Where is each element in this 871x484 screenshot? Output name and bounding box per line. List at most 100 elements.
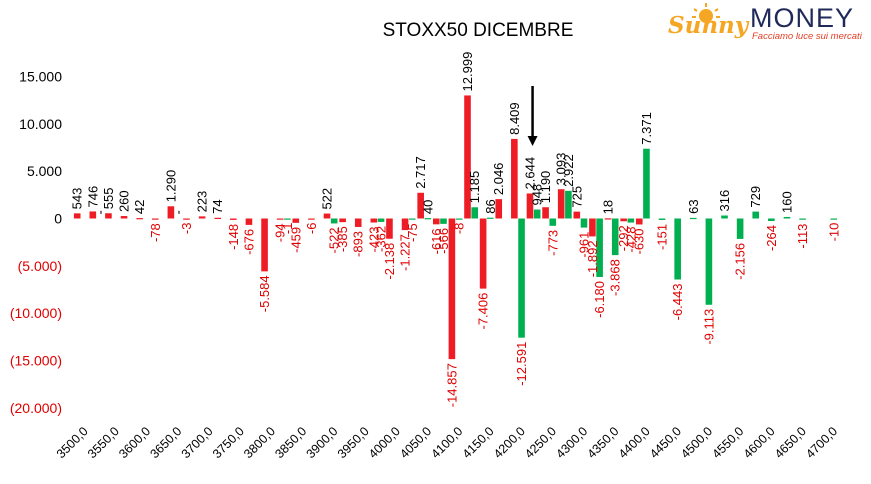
data-label: - <box>171 210 186 214</box>
data-label: 3.093 <box>554 153 569 186</box>
data-label: 42 <box>132 200 147 214</box>
data-label: -2.156 <box>733 243 748 280</box>
data-label: -1 <box>280 223 295 235</box>
x-tick-label: 3950,0 <box>335 424 372 461</box>
call-bar <box>417 192 424 219</box>
call-bar <box>542 207 549 219</box>
data-label: 522 <box>320 188 335 210</box>
data-label: -1.227 <box>398 234 413 271</box>
put-bar <box>643 148 650 219</box>
data-label: -113 <box>795 224 810 249</box>
data-label: 18 <box>601 200 616 214</box>
x-axis: 3500,03550,03600,03650,03700,03750,03800… <box>54 424 840 461</box>
y-axis: 15.000 10.000 5.000 0 (5.000) (10.000) (15.000… <box>10 69 62 416</box>
call-bar <box>292 218 300 223</box>
put-bar <box>487 217 494 219</box>
y-tick-label: (10.000) <box>10 305 62 321</box>
call-bar <box>73 213 81 219</box>
call-bar <box>620 218 627 222</box>
data-label: 260 <box>117 190 132 212</box>
call-bar <box>386 218 393 239</box>
data-label: -423 <box>366 227 381 253</box>
put-bar <box>658 218 666 220</box>
data-label: -94 <box>273 223 288 242</box>
x-tick-label: 4300,0 <box>553 424 590 461</box>
call-bar <box>276 218 284 220</box>
data-label: 729 <box>748 186 763 208</box>
logo-tagline: Facciamo luce sui mercati <box>752 31 863 42</box>
x-tick-label: 4050,0 <box>397 424 434 461</box>
call-bar <box>448 218 456 360</box>
sunny-money-logo: Sunny MONEY Facciamo luce sui mercati <box>668 3 863 42</box>
x-tick-label: 3600,0 <box>116 424 153 461</box>
put-bar <box>783 216 791 219</box>
data-label: 2.046 <box>491 163 506 196</box>
put-bar <box>596 218 603 278</box>
data-label: -264 <box>764 225 779 251</box>
call-bar <box>370 218 378 223</box>
put-bar <box>377 218 385 222</box>
call-bar <box>214 217 222 219</box>
call-bar <box>120 216 128 219</box>
call-bar <box>479 218 487 289</box>
x-tick-label: 4250,0 <box>522 424 559 461</box>
data-label: 223 <box>195 191 210 213</box>
data-label: -566 <box>436 228 451 254</box>
x-tick-label: 3900,0 <box>304 424 341 461</box>
put-bar <box>471 207 479 219</box>
data-label: -459 <box>288 227 303 253</box>
call-bar <box>432 218 440 225</box>
x-tick-label: 4400,0 <box>616 424 653 461</box>
put-bar <box>455 218 463 220</box>
x-tick-label: 3500,0 <box>54 424 91 461</box>
put-bar <box>408 218 416 220</box>
data-label: -9.113 <box>701 309 716 345</box>
data-label: 746 <box>85 186 100 208</box>
put-bar <box>674 218 681 280</box>
data-label: -78 <box>148 223 163 242</box>
x-tick-label: 3800,0 <box>241 424 278 461</box>
put-bar <box>736 218 744 239</box>
data-label: -151 <box>655 224 670 250</box>
put-bar <box>565 190 572 219</box>
call-bar <box>230 218 237 220</box>
data-label: -1.892 <box>585 240 600 277</box>
call-bar <box>401 218 409 231</box>
call-bar <box>245 218 253 225</box>
data-label: 1.185 <box>467 171 482 204</box>
call-bar <box>183 218 190 220</box>
call-bar <box>604 218 612 220</box>
data-label: 1.190 <box>538 171 553 204</box>
call-bar <box>464 95 471 219</box>
call-bar <box>557 189 565 219</box>
data-label: 2.717 <box>413 156 428 189</box>
y-tick-label: (15.000) <box>10 353 62 369</box>
put-bar <box>440 218 447 224</box>
price-arrow-annotation <box>527 86 538 146</box>
data-label: -676 <box>241 229 256 255</box>
data-label: -8 <box>452 223 467 235</box>
put-bar <box>799 218 806 220</box>
data-label: -75 <box>405 223 420 242</box>
data-label: 74 <box>210 199 225 213</box>
put-bar <box>330 218 338 224</box>
data-label: -6.180 <box>592 281 607 318</box>
call-bar <box>167 206 175 219</box>
x-tick-label: 4550,0 <box>710 424 747 461</box>
put-bar <box>721 215 728 219</box>
put-bar <box>752 211 760 219</box>
x-tick-label: 4600,0 <box>741 424 778 461</box>
call-bar <box>511 138 518 219</box>
data-label: -3 <box>179 223 194 235</box>
data-label: -630 <box>632 228 647 254</box>
data-label: -522 <box>327 227 342 253</box>
data-label: -12.591 <box>514 342 529 386</box>
put-bar <box>830 218 838 220</box>
call-bar <box>526 193 534 219</box>
data-label: 543 <box>70 188 85 210</box>
data-label: -292 <box>616 225 631 251</box>
logo-brand-right: MONEY <box>750 3 854 33</box>
data-label: 948 <box>530 184 545 206</box>
